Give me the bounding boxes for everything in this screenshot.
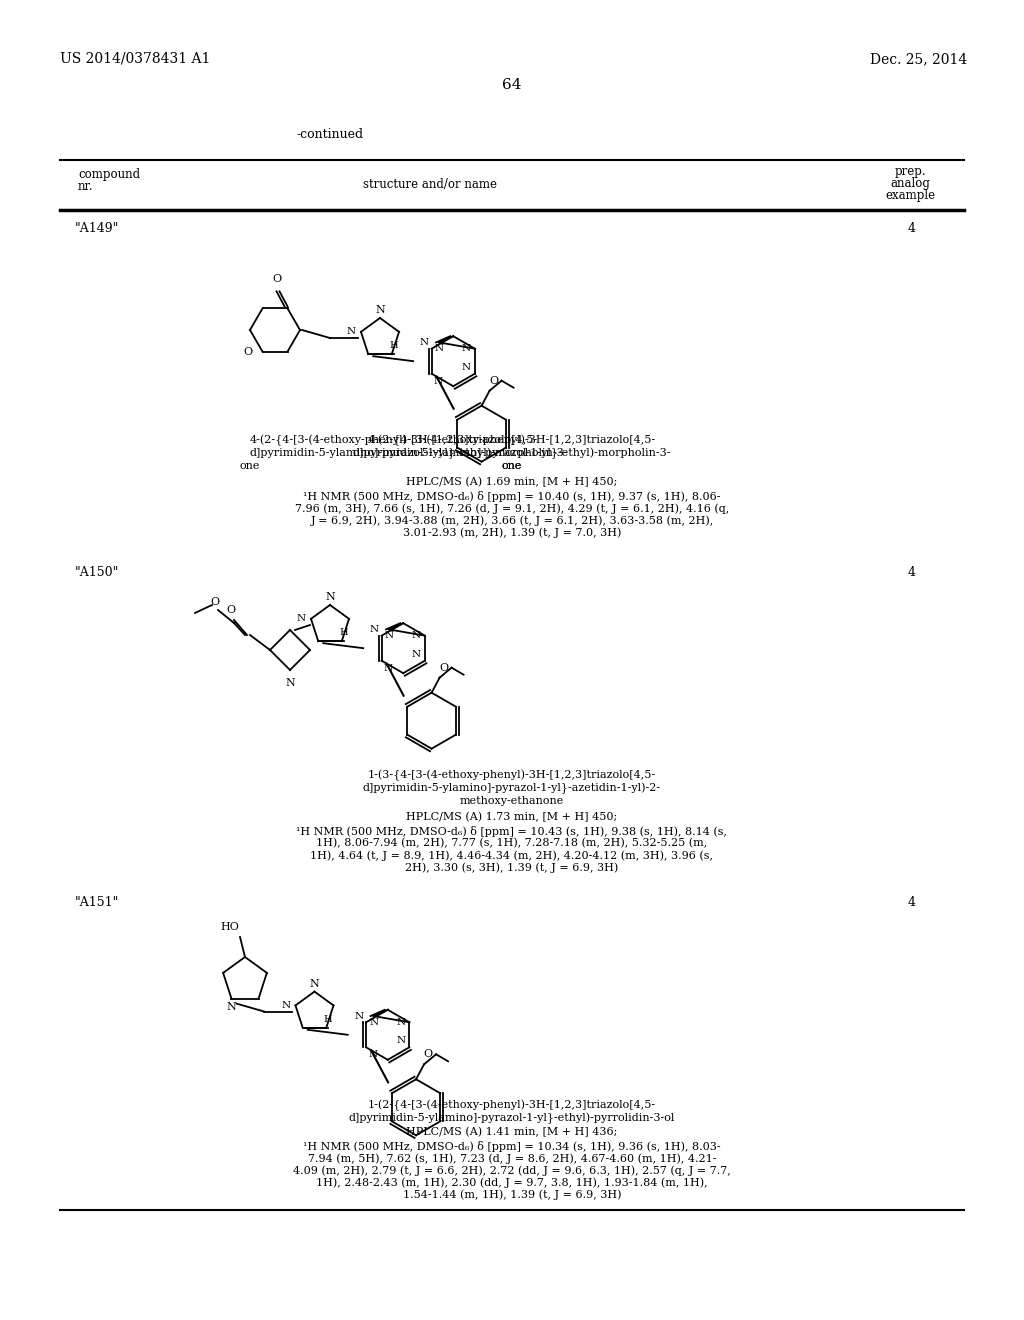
Text: N: N bbox=[354, 1011, 364, 1020]
Text: 1.54-1.44 (m, 1H), 1.39 (t, J = 6.9, 3H): 1.54-1.44 (m, 1H), 1.39 (t, J = 6.9, 3H) bbox=[402, 1189, 622, 1200]
Text: N: N bbox=[369, 1018, 378, 1027]
Text: 1H), 2.48-2.43 (m, 1H), 2.30 (dd, J = 9.7, 3.8, 1H), 1.93-1.84 (m, 1H),: 1H), 2.48-2.43 (m, 1H), 2.30 (dd, J = 9.… bbox=[316, 1177, 708, 1188]
Text: one: one bbox=[502, 461, 522, 471]
Text: d]pyrimidin-5-ylamino]-pyrazol-1-yl}-ethyl)-morpholin-3-: d]pyrimidin-5-ylamino]-pyrazol-1-yl}-eth… bbox=[250, 447, 568, 459]
Text: 4: 4 bbox=[908, 896, 916, 909]
Text: d]pyrimidin-5-ylamino]-pyrazol-1-yl}-azetidin-1-yl)-2-: d]pyrimidin-5-ylamino]-pyrazol-1-yl}-aze… bbox=[362, 783, 662, 795]
Text: N: N bbox=[282, 1001, 291, 1010]
Text: structure and/or name: structure and/or name bbox=[362, 178, 497, 191]
Text: N: N bbox=[285, 678, 295, 688]
Text: N: N bbox=[433, 376, 442, 385]
Text: O: O bbox=[272, 275, 281, 284]
Text: N: N bbox=[396, 1018, 406, 1027]
Text: example: example bbox=[885, 189, 935, 202]
Text: 4-(2-{4-[3-(4-ethoxy-phenyl)-3H-[1,2,3]triazolo[4,5-: 4-(2-{4-[3-(4-ethoxy-phenyl)-3H-[1,2,3]t… bbox=[368, 436, 656, 446]
Text: US 2014/0378431 A1: US 2014/0378431 A1 bbox=[60, 51, 210, 66]
Text: N: N bbox=[368, 1051, 377, 1059]
Text: H: H bbox=[389, 341, 397, 350]
Text: N: N bbox=[326, 591, 335, 602]
Text: O: O bbox=[439, 663, 449, 673]
Text: 7.96 (m, 3H), 7.66 (s, 1H), 7.26 (d, J = 9.1, 2H), 4.29 (t, J = 6.1, 2H), 4.16 (: 7.96 (m, 3H), 7.66 (s, 1H), 7.26 (d, J =… bbox=[295, 503, 729, 513]
Text: 4: 4 bbox=[908, 566, 916, 579]
Text: prep.: prep. bbox=[894, 165, 926, 178]
Text: ¹H NMR (500 MHz, DMSO-d₆) δ [ppm] = 10.43 (s, 1H), 9.38 (s, 1H), 8.14 (s,: ¹H NMR (500 MHz, DMSO-d₆) δ [ppm] = 10.4… bbox=[297, 826, 727, 837]
Text: 1H), 8.06-7.94 (m, 2H), 7.77 (s, 1H), 7.28-7.18 (m, 2H), 5.32-5.25 (m,: 1H), 8.06-7.94 (m, 2H), 7.77 (s, 1H), 7.… bbox=[316, 838, 708, 849]
Text: one: one bbox=[502, 461, 522, 471]
Text: 7.94 (m, 5H), 7.62 (s, 1H), 7.23 (d, J = 8.6, 2H), 4.67-4.60 (m, 1H), 4.21-: 7.94 (m, 5H), 7.62 (s, 1H), 7.23 (d, J =… bbox=[308, 1152, 716, 1163]
Text: HPLC/MS (A) 1.41 min, [M + H] 436;: HPLC/MS (A) 1.41 min, [M + H] 436; bbox=[407, 1127, 617, 1138]
Text: compound: compound bbox=[78, 168, 140, 181]
Text: H: H bbox=[339, 628, 347, 638]
Text: N: N bbox=[375, 305, 385, 315]
Text: N: N bbox=[462, 363, 471, 372]
Text: Dec. 25, 2014: Dec. 25, 2014 bbox=[870, 51, 968, 66]
Text: N: N bbox=[370, 624, 379, 634]
Text: 1-(3-{4-[3-(4-ethoxy-phenyl)-3H-[1,2,3]triazolo[4,5-: 1-(3-{4-[3-(4-ethoxy-phenyl)-3H-[1,2,3]t… bbox=[368, 770, 656, 781]
Text: N: N bbox=[347, 327, 356, 337]
Text: d]pyrimidin-5-ylamino]-pyrazol-1-yl}-ethyl)-pyrrolidin-3-ol: d]pyrimidin-5-ylamino]-pyrazol-1-yl}-eth… bbox=[349, 1113, 675, 1125]
Text: nr.: nr. bbox=[78, 180, 93, 193]
Text: N: N bbox=[462, 345, 471, 354]
Text: J = 6.9, 2H), 3.94-3.88 (m, 2H), 3.66 (t, J = 6.1, 2H), 3.63-3.58 (m, 2H),: J = 6.9, 2H), 3.94-3.88 (m, 2H), 3.66 (t… bbox=[310, 515, 714, 525]
Text: 3.01-2.93 (m, 2H), 1.39 (t, J = 7.0, 3H): 3.01-2.93 (m, 2H), 1.39 (t, J = 7.0, 3H) bbox=[402, 527, 622, 537]
Text: ¹H NMR (500 MHz, DMSO-d₆) δ [ppm] = 10.34 (s, 1H), 9.36 (s, 1H), 8.03-: ¹H NMR (500 MHz, DMSO-d₆) δ [ppm] = 10.3… bbox=[303, 1140, 721, 1152]
Text: N: N bbox=[385, 631, 393, 640]
Text: O: O bbox=[226, 605, 236, 615]
Text: O: O bbox=[489, 376, 498, 385]
Text: N: N bbox=[297, 614, 306, 623]
Text: O: O bbox=[211, 597, 219, 607]
Text: H: H bbox=[324, 1015, 332, 1024]
Text: ¹H NMR (500 MHz, DMSO-d₆) δ [ppm] = 10.40 (s, 1H), 9.37 (s, 1H), 8.06-: ¹H NMR (500 MHz, DMSO-d₆) δ [ppm] = 10.4… bbox=[303, 491, 721, 502]
Text: HO: HO bbox=[220, 921, 240, 932]
Text: analog: analog bbox=[890, 177, 930, 190]
Text: N: N bbox=[412, 631, 421, 640]
Text: HPLC/MS (A) 1.69 min, [M + H] 450;: HPLC/MS (A) 1.69 min, [M + H] 450; bbox=[407, 477, 617, 487]
Text: 1H), 4.64 (t, J = 8.9, 1H), 4.46-4.34 (m, 2H), 4.20-4.12 (m, 3H), 3.96 (s,: 1H), 4.64 (t, J = 8.9, 1H), 4.46-4.34 (m… bbox=[310, 850, 714, 861]
Text: O: O bbox=[244, 347, 253, 356]
Text: O: O bbox=[424, 1049, 432, 1059]
Text: one: one bbox=[240, 461, 260, 471]
Text: N: N bbox=[412, 649, 421, 659]
Text: 4.09 (m, 2H), 2.79 (t, J = 6.6, 2H), 2.72 (dd, J = 9.6, 6.3, 1H), 2.57 (q, J = 7: 4.09 (m, 2H), 2.79 (t, J = 6.6, 2H), 2.7… bbox=[293, 1166, 731, 1176]
Text: N: N bbox=[384, 664, 393, 673]
Text: N: N bbox=[396, 1036, 406, 1045]
Text: 2H), 3.30 (s, 3H), 1.39 (t, J = 6.9, 3H): 2H), 3.30 (s, 3H), 1.39 (t, J = 6.9, 3H) bbox=[406, 862, 618, 873]
Text: N: N bbox=[434, 345, 443, 354]
Text: 1-(2-{4-[3-(4-ethoxy-phenyl)-3H-[1,2,3]triazolo[4,5-: 1-(2-{4-[3-(4-ethoxy-phenyl)-3H-[1,2,3]t… bbox=[368, 1100, 656, 1111]
Text: HPLC/MS (A) 1.73 min, [M + H] 450;: HPLC/MS (A) 1.73 min, [M + H] 450; bbox=[407, 812, 617, 822]
Text: "A151": "A151" bbox=[75, 896, 120, 909]
Text: 4-(2-{4-[3-(4-ethoxy-phenyl)-3H-[1,2,3]triazolo[4,5-: 4-(2-{4-[3-(4-ethoxy-phenyl)-3H-[1,2,3]t… bbox=[250, 436, 539, 446]
Text: 4: 4 bbox=[908, 222, 916, 235]
Text: "A150": "A150" bbox=[75, 566, 120, 579]
Text: N: N bbox=[420, 338, 429, 347]
Text: methoxy-ethanone: methoxy-ethanone bbox=[460, 796, 564, 807]
Text: d]pyrimidin-5-ylamino]-pyrazol-1-yl}-ethyl)-morpholin-3-: d]pyrimidin-5-ylamino]-pyrazol-1-yl}-eth… bbox=[352, 447, 672, 459]
Text: N: N bbox=[309, 978, 319, 989]
Text: N: N bbox=[226, 1002, 237, 1011]
Text: "A149": "A149" bbox=[75, 222, 120, 235]
Text: 64: 64 bbox=[502, 78, 522, 92]
Text: -continued: -continued bbox=[296, 128, 364, 141]
